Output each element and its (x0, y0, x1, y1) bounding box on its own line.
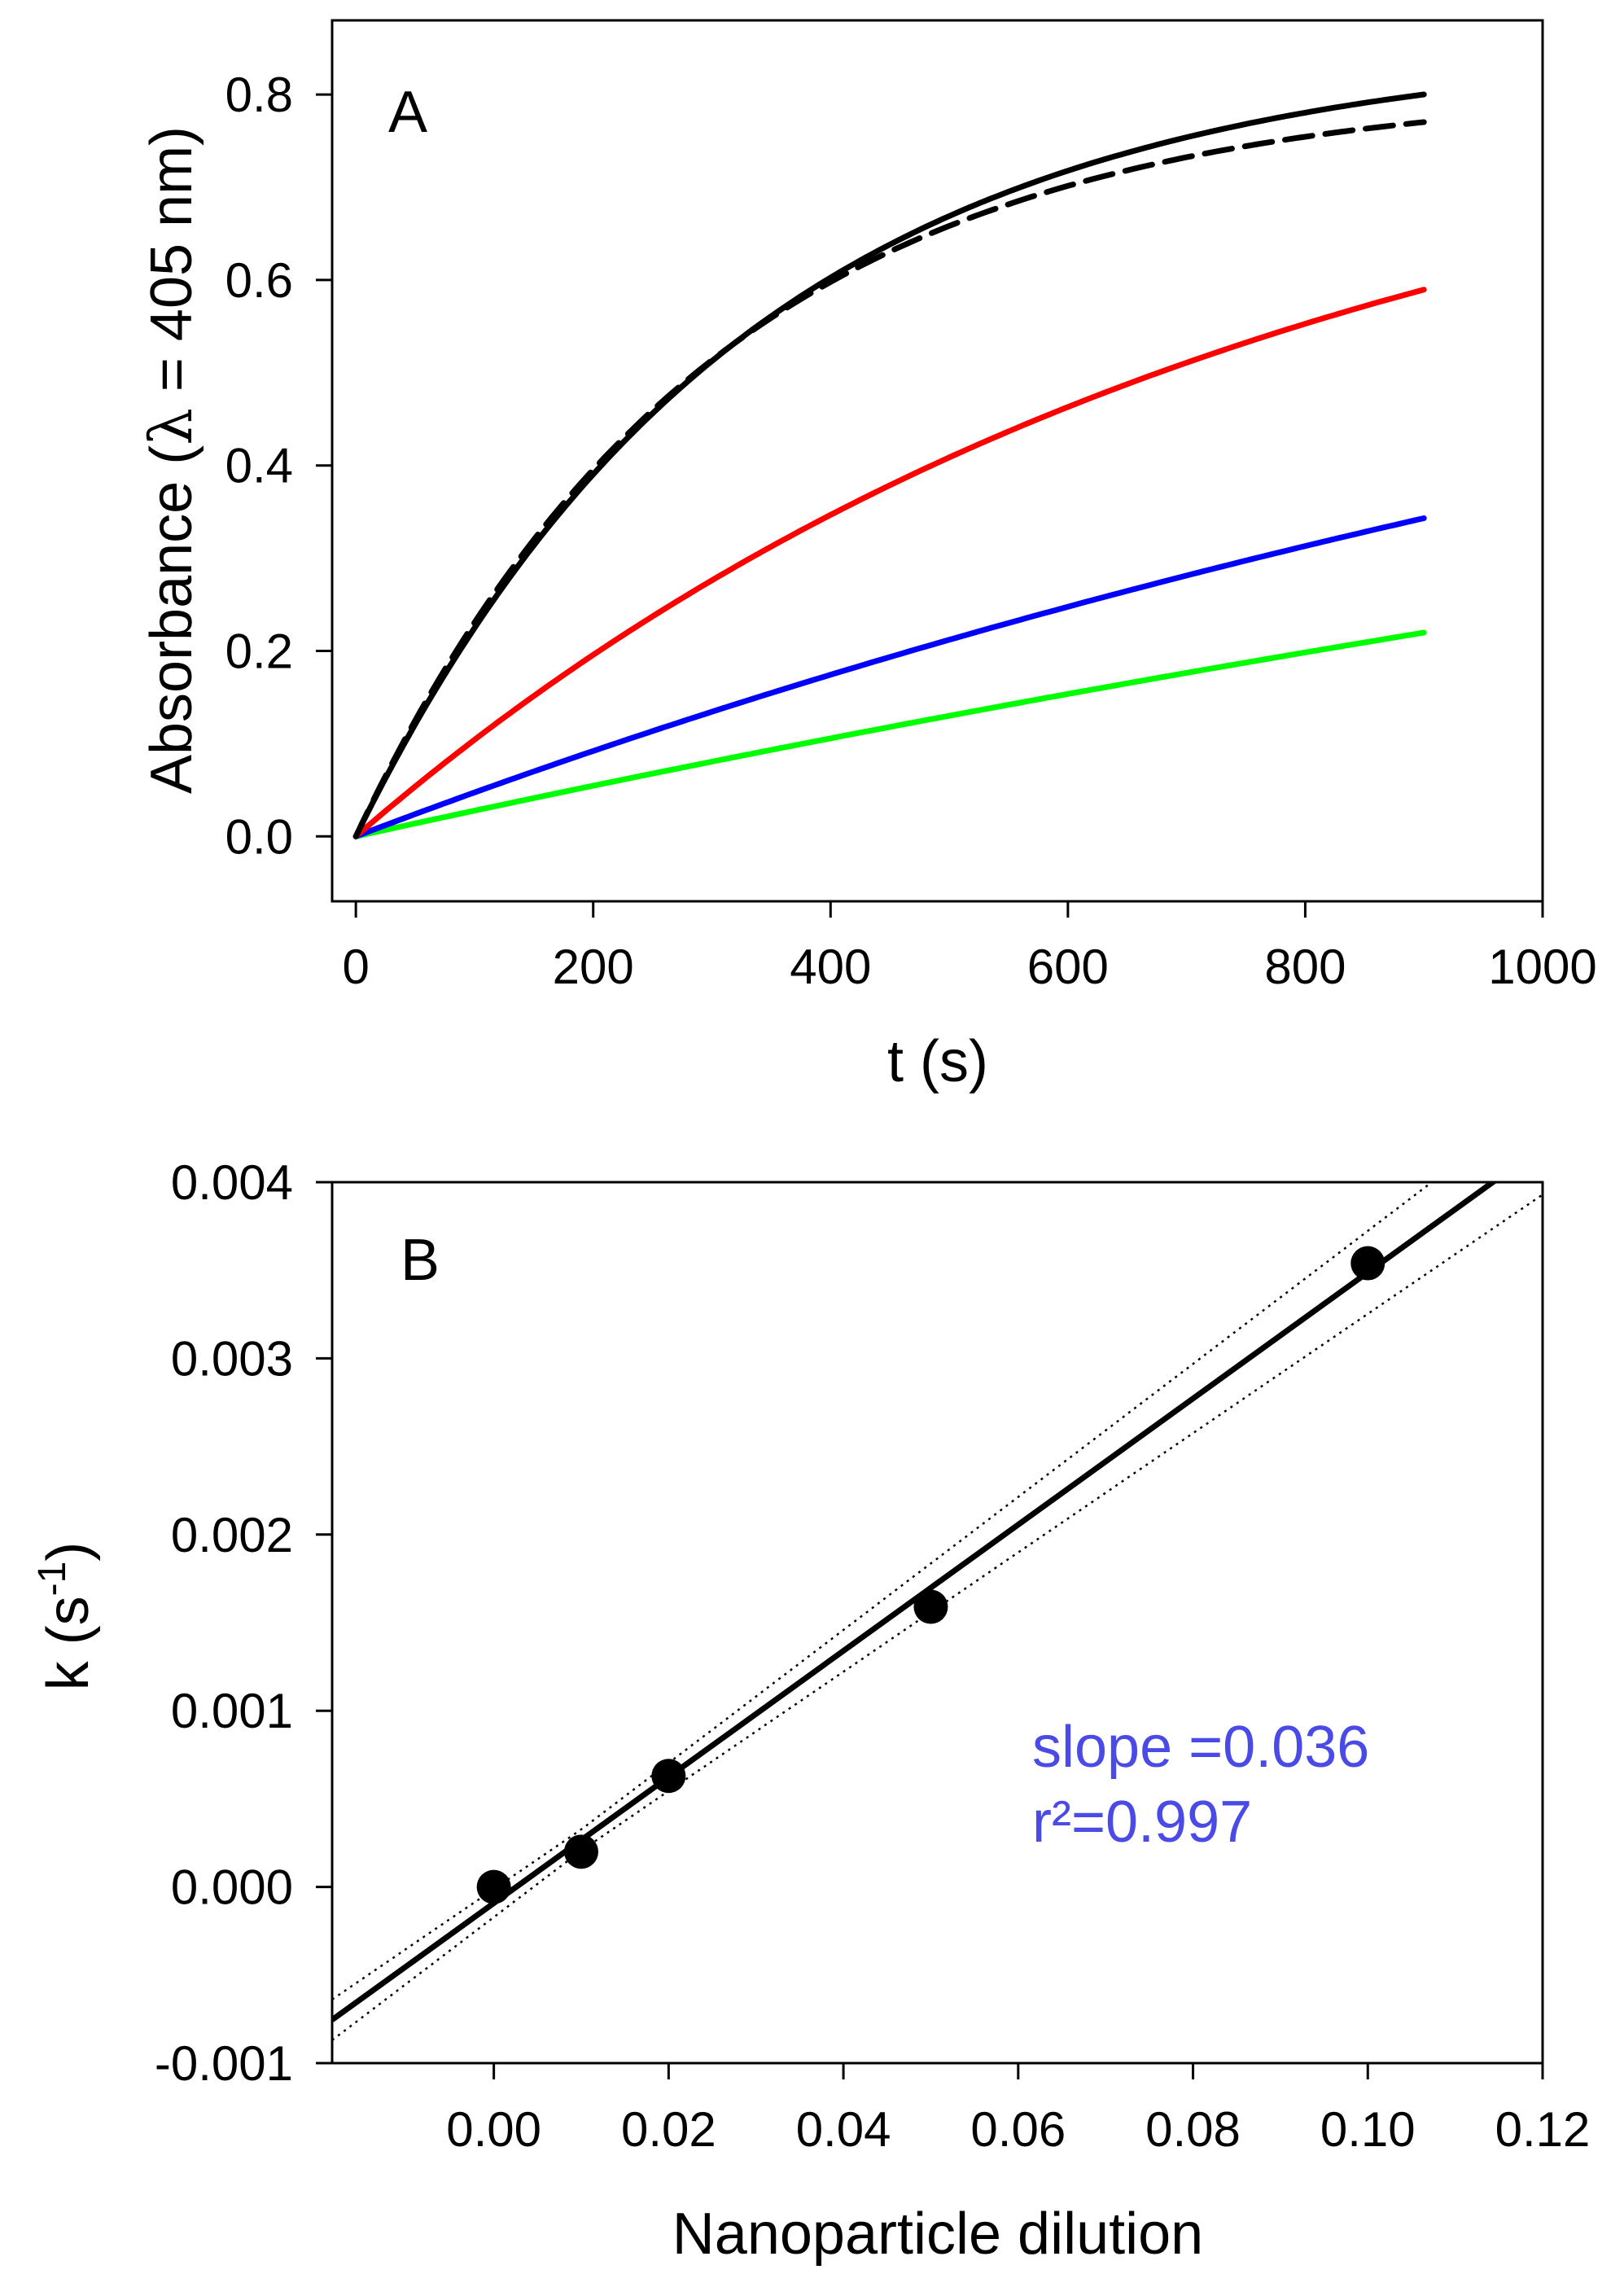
panel-a-x-tick-label: 800 (1264, 940, 1346, 994)
panel-a-y-tick-label: 0.0 (225, 809, 293, 864)
data-point (563, 1834, 598, 1869)
panel-b-y-tick-label: 0.004 (171, 1155, 293, 1210)
series-line-black-data (352, 91, 1427, 839)
panel-b-y-title-close: ) (36, 1542, 101, 1562)
panel-a-y-tick-label: 0.6 (225, 253, 293, 308)
panel-b-confidence-band (332, 1182, 1543, 2041)
panel-a-y-tick-label: 0.2 (225, 624, 293, 678)
panel-a: 0 200 400 600 800 1000 0.0 0.2 0.4 0.6 0.8 A t (s… (137, 19, 1597, 1094)
panel-b-y-tick-label: 0.002 (171, 1508, 293, 1562)
panel-b-fit-group (332, 1182, 1498, 2022)
panel-a-frame (330, 19, 1544, 903)
panel-b-x-tick-label: 0.00 (446, 2102, 541, 2157)
panel-b-frame (330, 1181, 1544, 2065)
panel-b-x-tick-label: 0.08 (1145, 2102, 1241, 2157)
panel-a-x-tick-label: 1000 (1488, 940, 1596, 994)
panel-a-y-title-symbol: λ (137, 408, 205, 445)
panel-b-y-title-superscript: -1 (31, 1562, 74, 1597)
panel-a-x-ticks: 0 200 400 600 800 1000 (342, 901, 1597, 994)
panel-a-y-tick-label: 0.4 (225, 439, 293, 493)
panel-a-y-title-prefix: Absorbance ( (139, 445, 204, 794)
data-point (913, 1589, 948, 1624)
panel-b-x-tick-label: 0.10 (1320, 2102, 1416, 2157)
slope-annotation: slope =0.036 (1032, 1715, 1369, 1780)
panel-a-y-tick-label: 0.8 (225, 68, 293, 122)
series-line-blue (352, 515, 1427, 839)
panel-a-x-axis-title: t (s) (887, 1029, 988, 1094)
series-line-green (352, 629, 1427, 839)
panel-a-x-tick-label: 200 (553, 940, 634, 994)
panel-b-x-axis-title: Nanoparticle dilution (672, 2202, 1203, 2267)
panel-b-y-tick-label: 0.001 (171, 1684, 293, 1738)
panel-b-y-tick-label: 0.003 (171, 1331, 293, 1386)
panel-b-label: B (401, 1228, 440, 1293)
panel-a-x-tick-label: 400 (790, 940, 871, 994)
panel-a-y-axis-title: Absorbance (λ = 405 nm) (137, 126, 205, 794)
panel-a-y-ticks: 0.0 0.2 0.4 0.6 0.8 (225, 68, 332, 864)
confidence-band-upper (332, 1182, 1434, 2000)
confidence-band-lower (332, 1194, 1543, 2041)
panel-a-series-group (352, 91, 1427, 839)
panel-b-x-tick-label: 0.02 (621, 2102, 716, 2157)
data-point (476, 1869, 511, 1904)
panel-b: 0.00 0.02 0.04 0.06 0.08 0.10 0.12 -0.001 0.000… (31, 1155, 1590, 2267)
panel-b-points (476, 1246, 1385, 1904)
data-point (1350, 1246, 1385, 1281)
panel-b-y-title-base: k (s (36, 1596, 101, 1690)
panel-a-y-title-suffix: = 405 nm) (139, 126, 204, 408)
panel-a-x-tick-label: 0 (342, 940, 369, 994)
series-line-black-fit (352, 119, 1427, 839)
panel-a-x-tick-label: 600 (1027, 940, 1109, 994)
panel-b-x-tick-label: 0.06 (970, 2102, 1066, 2157)
panel-b-x-tick-label: 0.12 (1495, 2102, 1591, 2157)
panel-b-y-axis-title: k (s-1) (31, 1542, 101, 1691)
panel-b-x-ticks: 0.00 0.02 0.04 0.06 0.08 0.10 0.12 (446, 2063, 1590, 2157)
panel-a-label: A (388, 80, 427, 145)
r-squared-annotation: r²=0.997 (1032, 1790, 1252, 1855)
panel-b-y-tick-label: -0.001 (155, 2036, 293, 2091)
panel-b-y-tick-label: 0.000 (171, 1860, 293, 1915)
series-line-red (352, 287, 1427, 839)
regression-line (332, 1182, 1498, 2022)
panel-b-x-tick-label: 0.04 (796, 2102, 891, 2157)
data-point (651, 1759, 686, 1794)
panel-b-y-ticks: -0.001 0.000 0.001 0.002 0.003 0.004 (155, 1155, 332, 2091)
